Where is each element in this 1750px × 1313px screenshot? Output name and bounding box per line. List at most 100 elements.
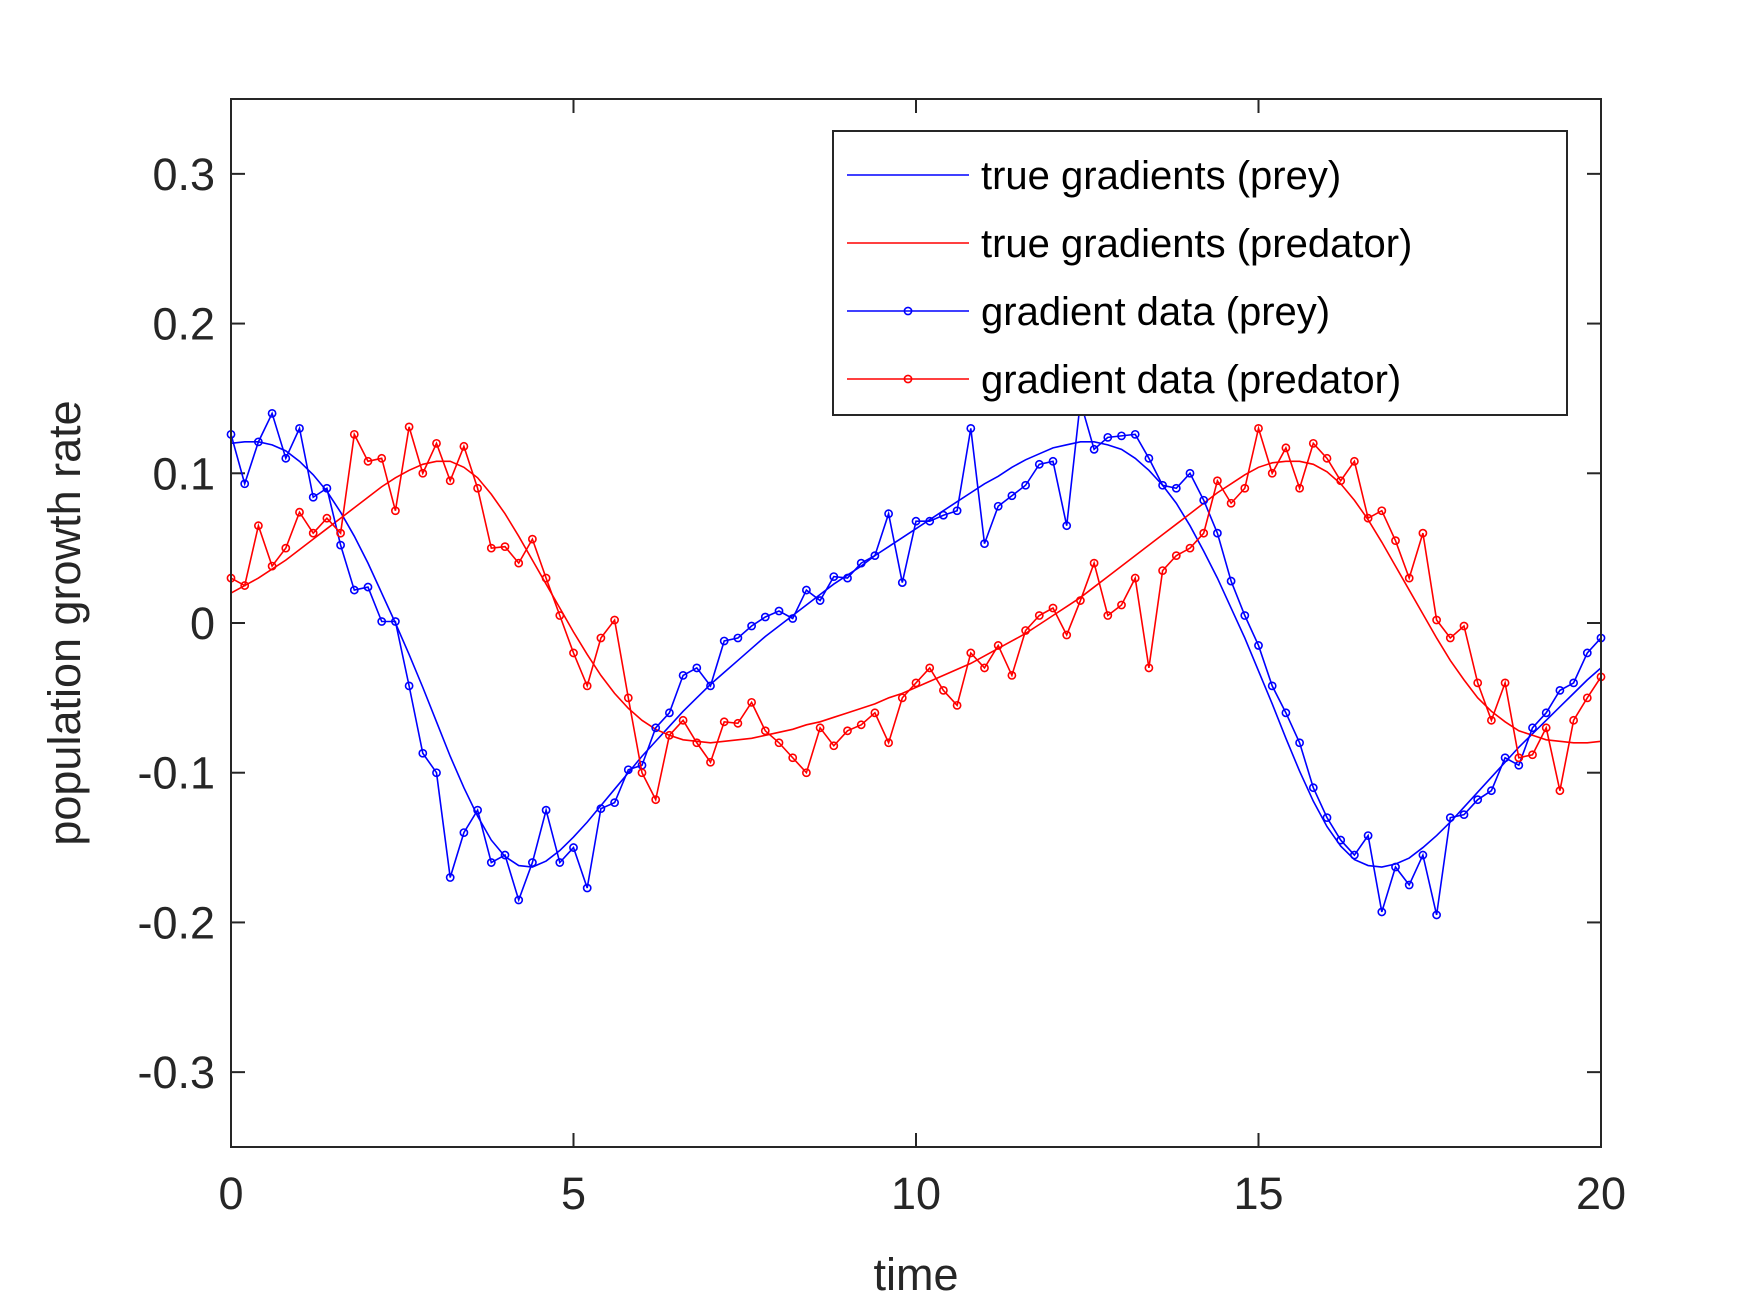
data-point [1254, 641, 1263, 650]
data-point [295, 423, 304, 433]
data-point [1569, 678, 1578, 688]
data-point [1130, 429, 1140, 439]
data-point [514, 895, 524, 905]
data-point [610, 615, 619, 625]
data-point [569, 843, 578, 852]
data-point [432, 438, 441, 448]
data-point [1062, 521, 1072, 531]
data-point [1076, 596, 1085, 605]
data-point [706, 681, 715, 691]
data-point [1240, 483, 1250, 493]
data-point [678, 715, 688, 725]
data-point [843, 573, 852, 583]
data-point [418, 468, 428, 478]
data-point [733, 718, 743, 728]
data-point [897, 693, 907, 703]
y-tick-label: 0.2 [152, 299, 215, 350]
data-point [1254, 423, 1263, 433]
data-point [692, 738, 702, 748]
data-point [966, 423, 976, 433]
legend-box [832, 130, 1568, 416]
x-tick-label: 0 [218, 1168, 243, 1219]
data-point [1185, 468, 1195, 478]
data-point [555, 858, 565, 867]
data-point [788, 614, 798, 623]
x-tick-label: 10 [891, 1168, 941, 1219]
data-point [856, 720, 866, 730]
data-point [322, 513, 332, 523]
data-point [1021, 480, 1030, 490]
legend-marker [903, 306, 913, 316]
data-point [980, 663, 989, 673]
data-point [1308, 438, 1318, 448]
data-point [1336, 476, 1346, 486]
x-tick-label: 5 [561, 1168, 586, 1219]
data-point [1240, 611, 1250, 620]
data-point [911, 516, 921, 526]
data-point [1308, 783, 1318, 793]
data-point [1500, 753, 1510, 763]
data-point [596, 804, 606, 814]
data-point [1199, 528, 1209, 538]
data-point [911, 678, 921, 688]
data-point [377, 617, 387, 626]
data-point [1391, 862, 1400, 872]
data-point [363, 456, 373, 466]
data-point [582, 681, 592, 691]
data-point [500, 850, 510, 860]
data-point [1377, 907, 1387, 917]
data-point [1117, 600, 1126, 610]
data-point [623, 765, 633, 775]
data-point [1213, 476, 1222, 486]
data-point [1350, 456, 1359, 466]
data-point [569, 648, 578, 658]
x-axis-label: time [873, 1249, 958, 1300]
y-axis-label: population growth rate [39, 400, 90, 845]
data-point [843, 726, 852, 736]
data-point [1117, 431, 1126, 441]
x-tick-label: 15 [1233, 1168, 1283, 1219]
data-point [486, 543, 496, 553]
data-point [802, 768, 811, 778]
data-point [952, 700, 962, 710]
data-point [1487, 715, 1496, 725]
data-point [1144, 663, 1154, 673]
data-point [514, 558, 524, 568]
data-point [1267, 468, 1277, 478]
data-point [1528, 723, 1537, 733]
data-point [1322, 813, 1332, 823]
data-point [473, 483, 482, 493]
data-point [253, 437, 263, 447]
data-point [1350, 850, 1359, 860]
data-point [1541, 723, 1551, 733]
data-point [1432, 615, 1441, 625]
y-tick-label: 0.3 [152, 149, 215, 200]
data-point [993, 641, 1003, 650]
data-point [1487, 786, 1496, 796]
data-point [1555, 685, 1565, 695]
data-point [1295, 483, 1304, 493]
data-point [267, 408, 277, 418]
data-point [1295, 738, 1304, 748]
data-point [445, 476, 455, 486]
data-point [829, 741, 839, 751]
legend-marker [903, 374, 913, 384]
data-point [1281, 708, 1291, 718]
legend-label: true gradients (predator) [981, 222, 1412, 266]
data-point [1103, 432, 1113, 442]
data-point [432, 768, 441, 778]
data-point [1555, 786, 1565, 796]
data-point [1363, 513, 1373, 523]
data-point [774, 738, 784, 748]
data-point [596, 633, 606, 643]
data-point [1432, 910, 1441, 920]
data-point [884, 738, 893, 748]
data-point [651, 795, 661, 805]
data-point [719, 636, 729, 646]
data-point [459, 828, 469, 837]
data-point [1034, 459, 1044, 469]
data-point [802, 585, 811, 595]
data-point [1391, 536, 1400, 546]
data-point [980, 539, 989, 549]
data-point [445, 873, 455, 882]
